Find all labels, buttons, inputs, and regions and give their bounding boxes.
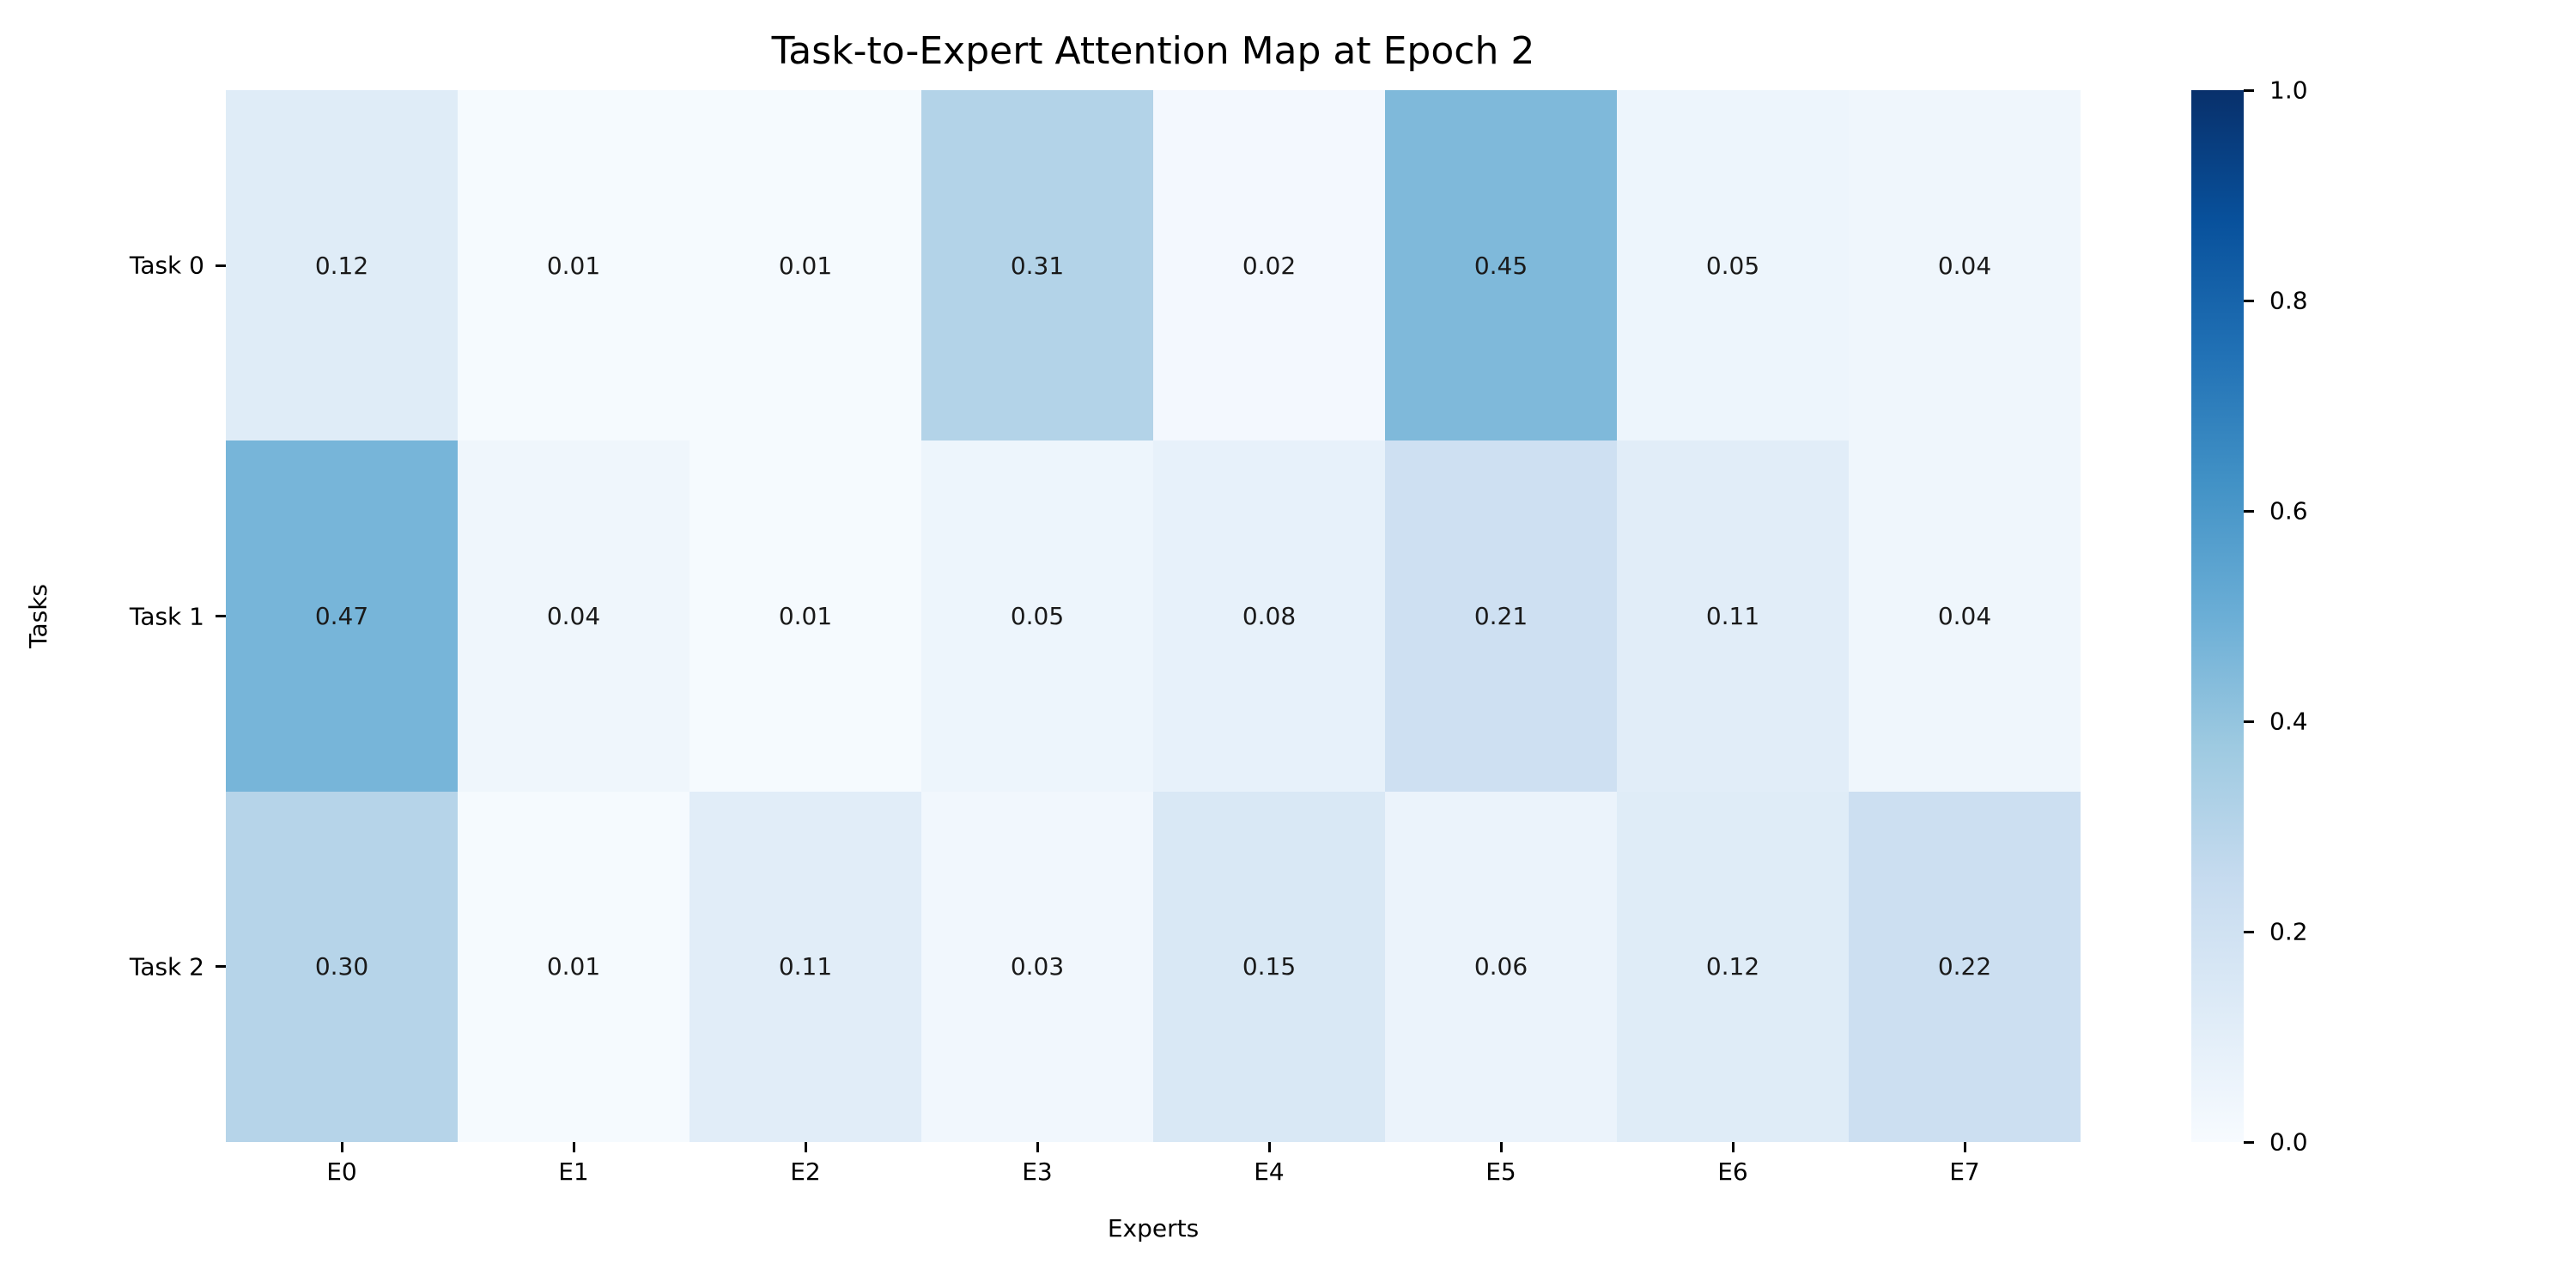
cell-value: 0.12	[1705, 952, 1760, 981]
heatmap-cell: 0.04	[1849, 90, 2081, 441]
cell-value: 0.31	[1010, 251, 1065, 280]
colorbar	[2191, 90, 2244, 1142]
tick-mark	[1963, 1142, 1966, 1152]
heatmap-grid: 0.12 0.01 0.01 0.31 0.02 0.45 0.05 0.04 0.47 0.04…	[226, 90, 2081, 1142]
tick-mark	[340, 1142, 343, 1152]
tick-mark	[216, 615, 226, 617]
cell-value: 0.11	[778, 952, 833, 981]
cell-value: 0.15	[1242, 952, 1297, 981]
colorbar-tick-label: 0.0	[2269, 1127, 2308, 1157]
heatmap-cell: 0.11	[1617, 440, 1849, 792]
tick-mark	[1036, 1142, 1039, 1152]
tick-mark	[2244, 509, 2254, 513]
cell-value: 0.04	[546, 601, 601, 630]
heatmap-cell: 0.04	[458, 440, 690, 792]
colorbar-tick-label: 0.2	[2269, 917, 2308, 946]
y-axis-label: Tasks	[19, 90, 58, 1142]
tick-mark	[2244, 930, 2254, 933]
y-axis-label-text: Tasks	[24, 583, 53, 649]
heatmap-cell: 0.30	[226, 791, 458, 1142]
y-axis-tick-labels: Task 0 Task 1 Task 2	[0, 90, 204, 1142]
heatmap-cell: 0.22	[1849, 791, 2081, 1142]
cell-value: 0.02	[1242, 251, 1297, 280]
tick-mark	[1267, 1142, 1271, 1152]
x-tick-label: E6	[1717, 1157, 1748, 1186]
heatmap-cell: 0.12	[1617, 791, 1849, 1142]
cell-value: 0.47	[314, 601, 369, 630]
heatmap-cell: 0.05	[1617, 90, 1849, 441]
x-axis-label: Experts	[1107, 1214, 1200, 1242]
tick-mark	[804, 1142, 807, 1152]
cell-value: 0.01	[546, 251, 601, 280]
heatmap-cell: 0.12	[226, 90, 458, 441]
x-tick-label: E5	[1485, 1157, 1516, 1186]
heatmap-cell: 0.05	[921, 440, 1153, 792]
heatmap-cell: 0.02	[1153, 90, 1385, 441]
x-axis-tick-labels: E0 E1 E2 E3 E4 E5 E6 E7	[226, 1157, 2081, 1194]
cell-value: 0.30	[314, 952, 369, 981]
cell-value: 0.06	[1473, 952, 1528, 981]
heatmap-cell: 0.03	[921, 791, 1153, 1142]
chart-title: Task-to-Expert Attention Map at Epoch 2	[771, 29, 1535, 73]
y-tick-label: Task 0	[129, 251, 204, 280]
cell-value: 0.03	[1010, 952, 1065, 981]
cell-value: 0.01	[546, 952, 601, 981]
cell-value: 0.05	[1705, 251, 1760, 280]
heatmap-cell: 0.08	[1153, 440, 1385, 792]
x-tick-label: E0	[326, 1157, 357, 1186]
cell-value: 0.01	[778, 251, 833, 280]
tick-mark	[572, 1142, 575, 1152]
colorbar-tick-label: 0.4	[2269, 707, 2308, 736]
colorbar-tick-label: 0.6	[2269, 496, 2308, 526]
cell-value: 0.05	[1010, 601, 1065, 630]
heatmap-cell: 0.31	[921, 90, 1153, 441]
colorbar-tick-label: 1.0	[2269, 76, 2308, 105]
heatmap-cell: 0.01	[458, 90, 690, 441]
cell-value: 0.04	[1937, 251, 1992, 280]
heatmap-cell: 0.04	[1849, 440, 2081, 792]
heatmap-cell: 0.11	[690, 791, 921, 1142]
tick-mark	[216, 965, 226, 969]
heatmap-cell: 0.45	[1385, 90, 1617, 441]
tick-mark	[2244, 720, 2254, 723]
x-tick-label: E4	[1254, 1157, 1285, 1186]
y-tick-label: Task 1	[129, 602, 204, 630]
tick-mark	[2244, 1140, 2254, 1144]
cell-value: 0.08	[1242, 601, 1297, 630]
tick-mark	[216, 264, 226, 267]
heatmap-cell: 0.01	[458, 791, 690, 1142]
x-tick-label: E2	[790, 1157, 821, 1186]
cell-value: 0.04	[1937, 601, 1992, 630]
tick-mark	[2244, 88, 2254, 92]
colorbar-tick-labels: 1.0 0.8 0.6 0.4 0.2 0.0	[2244, 76, 2415, 1157]
cell-value: 0.12	[314, 251, 369, 280]
colorbar-tick-label: 0.8	[2269, 286, 2308, 315]
x-tick-label: E1	[558, 1157, 589, 1186]
cell-value: 0.45	[1473, 251, 1528, 280]
tick-mark	[1731, 1142, 1735, 1152]
x-tick-label: E7	[1949, 1157, 1980, 1186]
tick-mark	[2244, 299, 2254, 302]
x-tick-label: E3	[1022, 1157, 1053, 1186]
tick-mark	[1499, 1142, 1503, 1152]
heatmap-cell: 0.21	[1385, 440, 1617, 792]
cell-value: 0.11	[1705, 601, 1760, 630]
heatmap-cell: 0.01	[690, 440, 921, 792]
cell-value: 0.01	[778, 601, 833, 630]
y-tick-label: Task 2	[129, 952, 204, 981]
heatmap-cell: 0.47	[226, 440, 458, 792]
heatmap-cell: 0.01	[690, 90, 921, 441]
heatmap-cell: 0.15	[1153, 791, 1385, 1142]
cell-value: 0.22	[1937, 952, 1992, 981]
heatmap-cell: 0.06	[1385, 791, 1617, 1142]
cell-value: 0.21	[1473, 601, 1528, 630]
